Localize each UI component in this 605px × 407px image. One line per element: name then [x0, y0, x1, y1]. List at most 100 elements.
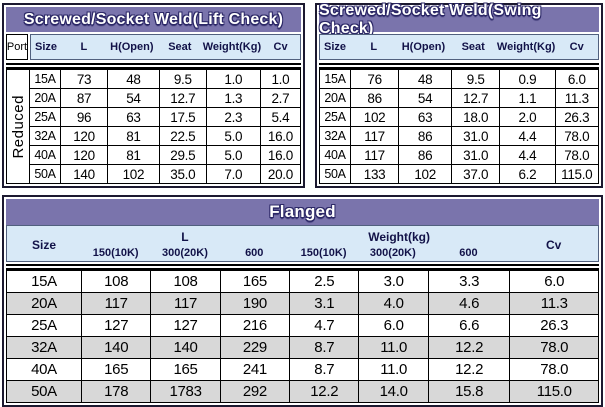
column-header-seat: Seat — [168, 41, 192, 53]
swing-check-table: Screwed/Socket Weld(Swing Check) Size L … — [315, 1, 603, 188]
value-cell: 15.8 — [428, 381, 510, 402]
value-cell: 6.0 — [359, 315, 428, 336]
column-header-cv: Cv — [545, 237, 562, 252]
value-cell: 86 — [399, 127, 452, 145]
swing-check-header-row: Size L H(Open) Seat Weight(Kg) Cv — [319, 34, 599, 60]
size-cell: 32A — [30, 127, 60, 145]
upper-tables-row: Screwed/Socket Weld(Lift Check) Port Siz… — [2, 1, 603, 188]
column-header-l: L — [370, 41, 378, 53]
value-cell: 1.1 — [500, 89, 555, 107]
value-cell: 2.5 — [290, 271, 359, 292]
column-header-weight: Weight(Kg) — [496, 41, 556, 53]
value-cell: 229 — [220, 337, 290, 358]
size-cell: 20A — [320, 89, 350, 107]
value-cell: 48 — [108, 70, 159, 88]
value-cell: 3.1 — [290, 293, 359, 314]
value-cell: 4.4 — [500, 146, 555, 164]
value-cell: 48 — [399, 70, 452, 88]
size-cell: 32A — [7, 337, 81, 358]
value-cell: 127 — [151, 315, 220, 336]
swing-check-body: 15A 76 48 9.5 0.9 6.0 20A 86 54 12.7 1.1 11.3 25A 102… — [319, 70, 599, 184]
value-cell: 81 — [108, 146, 159, 164]
value-cell: 5.0 — [206, 146, 260, 164]
size-cell: 50A — [7, 381, 81, 402]
size-cell: 40A — [320, 146, 350, 164]
value-cell: 216 — [220, 315, 290, 336]
value-cell: 73 — [61, 70, 108, 88]
value-cell: 117 — [351, 146, 399, 164]
size-cell: 20A — [30, 89, 60, 107]
value-cell: 16.0 — [260, 127, 300, 145]
value-cell: 102 — [399, 165, 452, 183]
value-cell: 86 — [351, 89, 399, 107]
value-cell: 140 — [82, 337, 151, 358]
size-cell: 25A — [320, 108, 350, 126]
value-cell: 8.7 — [290, 359, 359, 380]
value-cell: 5.0 — [206, 127, 260, 145]
value-cell: 3.3 — [428, 271, 510, 292]
value-cell: 78.0 — [555, 127, 598, 145]
size-cell: 50A — [320, 165, 350, 183]
value-cell: 4.0 — [359, 293, 428, 314]
value-cell: 18.0 — [452, 108, 500, 126]
column-group-weight: Weight(kg) — [368, 229, 430, 244]
value-cell: 165 — [220, 271, 290, 292]
value-cell: 37.0 — [452, 165, 500, 183]
value-cell: 26.3 — [510, 315, 598, 336]
value-cell: 6.2 — [500, 165, 555, 183]
table-title: Flanged — [269, 202, 336, 221]
column-header-h-open: H(Open) — [401, 41, 446, 53]
value-cell: 6.6 — [428, 315, 510, 336]
value-cell: 120 — [61, 127, 108, 145]
size-cell: 50A — [30, 165, 60, 183]
lift-check-header-row: Port Size L H(Open) Seat Weight(Kg) Cv — [6, 34, 301, 60]
value-cell: 108 — [151, 271, 220, 292]
value-cell: 2.0 — [500, 108, 555, 126]
value-cell: 35.0 — [159, 165, 206, 183]
lift-check-column-headers: Size L H(Open) Seat Weight(Kg) Cv — [30, 34, 301, 60]
size-cell: 40A — [30, 146, 60, 164]
value-cell: 0.9 — [500, 70, 555, 88]
value-cell: 140 — [151, 337, 220, 358]
header-body-divider — [319, 63, 599, 70]
value-cell: 54 — [399, 89, 452, 107]
value-cell: 11.0 — [359, 359, 428, 380]
value-cell: 14.0 — [359, 381, 428, 402]
value-cell: 6.0 — [510, 271, 598, 292]
value-cell: 2.7 — [260, 89, 300, 107]
column-header-size: Size — [31, 237, 56, 252]
value-cell: 292 — [220, 381, 290, 402]
value-cell: 140 — [61, 165, 108, 183]
value-cell: 26.3 — [555, 108, 598, 126]
value-cell: 31.0 — [452, 127, 500, 145]
value-cell: 9.5 — [159, 70, 206, 88]
column-header-size: Size — [323, 41, 346, 53]
value-cell: 165 — [82, 359, 151, 380]
lift-check-table: Screwed/Socket Weld(Lift Check) Port Siz… — [2, 3, 305, 188]
value-cell: 12.2 — [428, 337, 510, 358]
value-cell: 63 — [399, 108, 452, 126]
value-cell: 4.7 — [290, 315, 359, 336]
column-header-cv: Cv — [273, 41, 288, 53]
value-cell: 117 — [82, 293, 151, 314]
value-cell: 2.3 — [206, 108, 260, 126]
value-cell: 133 — [351, 165, 399, 183]
size-cell: 32A — [320, 127, 350, 145]
value-cell: 12.2 — [290, 381, 359, 402]
column-header-size: Size — [34, 41, 57, 53]
lift-check-title-band: Screwed/Socket Weld(Lift Check) — [6, 7, 301, 32]
value-cell: 20.0 — [260, 165, 300, 183]
value-cell: 117 — [151, 293, 220, 314]
value-cell: 127 — [82, 315, 151, 336]
value-cell: 31.0 — [452, 146, 500, 164]
table-title: Screwed/Socket Weld(Swing Check) — [319, 1, 542, 37]
value-cell: 87 — [61, 89, 108, 107]
value-cell: 86 — [399, 146, 452, 164]
value-cell: 11.3 — [510, 293, 598, 314]
size-cell: 15A — [30, 70, 60, 88]
header-body-divider — [6, 264, 599, 271]
value-cell: 78.0 — [510, 359, 598, 380]
subcolumn-l-600: 600 — [245, 247, 264, 259]
value-cell: 11.3 — [555, 89, 598, 107]
subcolumn-l-300: 300(20K) — [162, 247, 208, 259]
